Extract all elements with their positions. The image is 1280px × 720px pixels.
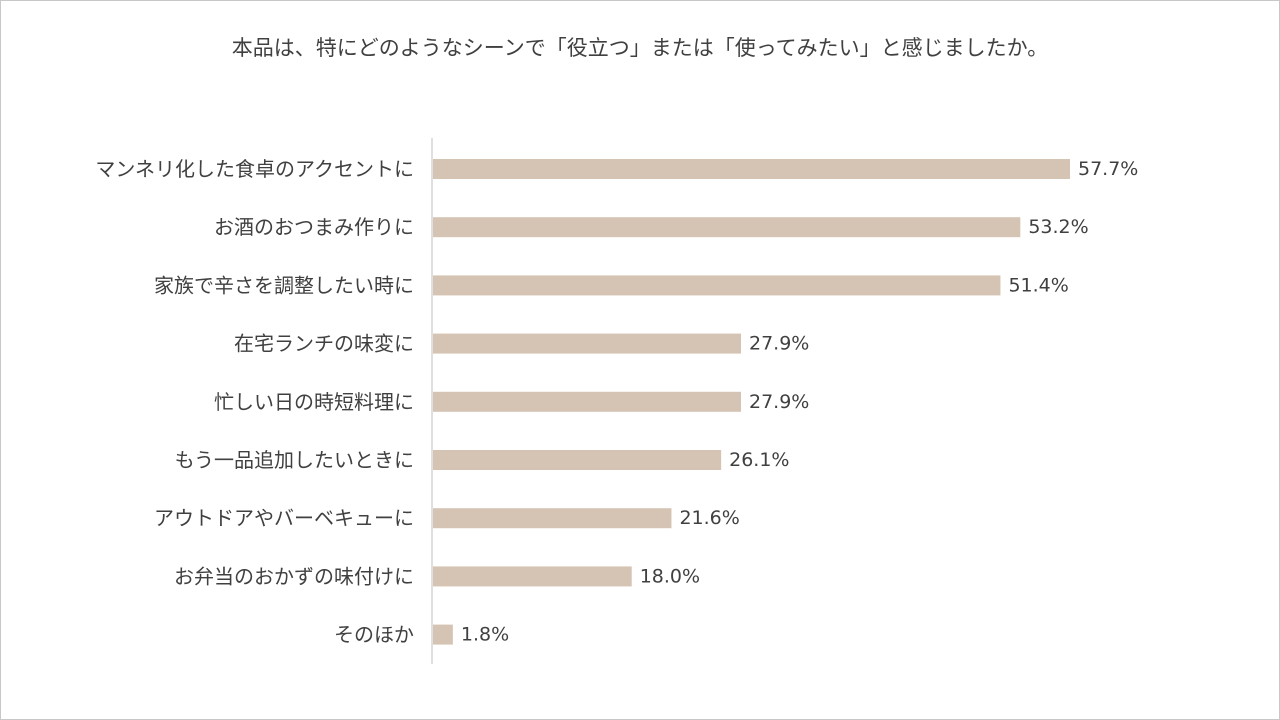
- value-label: 51.4%: [1008, 274, 1068, 296]
- bar: [433, 217, 1021, 238]
- bar: [433, 333, 742, 354]
- bar: [433, 624, 453, 645]
- value-label: 1.8%: [461, 624, 509, 646]
- bar: [433, 508, 672, 529]
- chart-title: 本品は、特にどのようなシーンで「役立つ」または「使ってみたい」と感じましたか。: [231, 36, 1049, 60]
- value-label: 57.7%: [1078, 158, 1138, 180]
- category-label: 在宅ランチの味変に: [234, 332, 414, 356]
- bar: [433, 391, 742, 412]
- category-label: 忙しい日の時短料理に: [214, 390, 414, 414]
- bar: [433, 159, 1070, 179]
- category-label: そのほか: [334, 623, 414, 647]
- category-label: アウトドアやバーベキューに: [154, 506, 414, 530]
- category-label: 家族で辛さを調整したい時に: [154, 273, 414, 297]
- bar: [433, 450, 722, 470]
- category-label: お酒のおつまみ作りに: [214, 215, 414, 239]
- category-label: マンネリ化した食卓のアクセントに: [95, 157, 414, 181]
- bar: [433, 566, 632, 587]
- value-label: 26.1%: [729, 449, 789, 471]
- category-label: もう一品追加したいときに: [175, 448, 414, 472]
- value-label: 27.9%: [749, 391, 809, 413]
- value-label: 27.9%: [749, 333, 809, 355]
- value-label: 53.2%: [1028, 216, 1088, 238]
- value-label: 21.6%: [679, 507, 739, 529]
- category-label: お弁当のおかずの味付けに: [174, 564, 414, 588]
- bar: [433, 275, 1001, 296]
- value-label: 18.0%: [640, 565, 700, 587]
